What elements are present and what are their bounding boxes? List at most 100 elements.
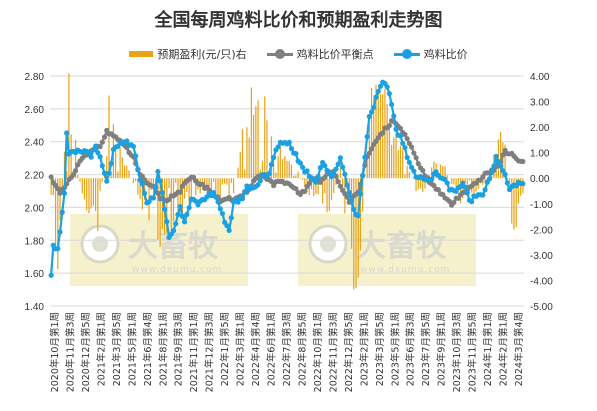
breakeven-point xyxy=(337,183,344,189)
breakeven-point xyxy=(97,144,103,150)
profit-bar xyxy=(250,87,253,179)
ratio-point xyxy=(357,191,364,197)
profit-bar xyxy=(513,178,515,230)
ratio-point xyxy=(155,168,161,175)
profit-bar xyxy=(184,178,186,199)
breakeven-point xyxy=(520,158,526,165)
right-axis-tick-label: 1.00 xyxy=(530,149,550,160)
profit-bar xyxy=(364,178,366,179)
profit-bar xyxy=(57,178,59,269)
breakeven-point xyxy=(420,167,426,174)
profit-bar xyxy=(255,106,257,179)
profit-bar xyxy=(277,156,279,179)
ratio-point xyxy=(170,228,177,234)
ratio-point xyxy=(130,143,137,150)
x-axis-tick-label: 2022年10月第1周 xyxy=(312,312,324,392)
x-axis-tick-label: 2023年2月第1周 xyxy=(358,312,370,386)
profit-bar xyxy=(459,178,462,204)
profit-bar xyxy=(373,98,375,179)
profit-bar xyxy=(333,178,335,194)
x-axis-tick-label: 2021年9月第3周 xyxy=(173,312,185,386)
x-axis-tick-label: 2024年2月第1周 xyxy=(498,312,510,386)
profit-bar xyxy=(321,178,324,204)
profit-bar xyxy=(517,178,520,204)
x-axis-tick-label: 2021年5月第1周 xyxy=(126,312,138,386)
breakeven-point xyxy=(380,130,386,136)
profit-bar xyxy=(301,178,304,180)
profit-bar xyxy=(50,178,52,195)
breakeven-point xyxy=(166,196,172,203)
x-axis-tick-label: 2022年8月第5周 xyxy=(296,312,308,386)
legend-label-profit: 预期盈利(元/只)右 xyxy=(157,48,247,61)
profit-bar xyxy=(393,137,395,179)
profit-bar xyxy=(61,178,63,189)
profit-bar xyxy=(132,178,135,184)
ratio-point xyxy=(219,210,226,217)
x-axis-tick-label: 2022年7月第3周 xyxy=(281,312,293,386)
ratio-point xyxy=(331,170,337,177)
profit-bar xyxy=(253,114,255,179)
right-axis-tick-label: -1.00 xyxy=(530,200,553,211)
x-axis-tick-label: 2022年1月第5周 xyxy=(219,312,231,386)
profit-bar xyxy=(215,178,217,201)
profit-bar xyxy=(399,145,402,179)
breakeven-point xyxy=(155,190,161,196)
profit-bar xyxy=(350,178,353,249)
x-axis-tick-label: 2022年4月第4周 xyxy=(250,312,262,386)
profit-bar xyxy=(404,174,406,179)
ratio-point xyxy=(406,159,412,166)
profit-bar xyxy=(195,178,197,196)
profit-bar xyxy=(128,170,130,179)
ratio-point xyxy=(368,109,375,115)
profit-bar xyxy=(226,178,228,185)
profit-bar xyxy=(330,178,333,201)
breakeven-point xyxy=(397,125,404,131)
profit-bar xyxy=(275,172,277,179)
breakeven-point xyxy=(386,123,392,129)
right-axis-tick-label: 0.00 xyxy=(530,174,550,185)
breakeven-point xyxy=(413,155,419,161)
ratio-point xyxy=(315,173,321,180)
ratio-point xyxy=(104,178,110,184)
ratio-point xyxy=(288,146,295,152)
profit-bar xyxy=(228,178,230,202)
profit-bar xyxy=(121,157,123,179)
right-axis-tick-label: -4.00 xyxy=(530,276,553,287)
x-axis-tick-label: 2024年1月第1周 xyxy=(482,312,494,386)
watermark-logo-icon-core xyxy=(92,236,108,252)
ratio-point xyxy=(159,190,165,196)
profit-bar xyxy=(424,178,426,189)
legend-swatch-ratio xyxy=(393,49,420,59)
ratio-point xyxy=(64,130,70,136)
ratio-point xyxy=(335,161,341,167)
profit-bar xyxy=(159,178,161,247)
breakeven-point xyxy=(402,131,408,138)
breakeven-point xyxy=(190,174,197,180)
legend-item-profit: 预期盈利(元/只)右 xyxy=(129,46,247,62)
ratio-point xyxy=(371,104,377,110)
ratio-point xyxy=(375,88,381,95)
profit-bar xyxy=(66,170,68,179)
breakeven-point xyxy=(55,186,61,192)
profit-bar xyxy=(370,87,373,179)
ratio-point xyxy=(139,181,145,187)
profit-bar xyxy=(315,178,317,194)
x-axis-tick-label: 2021年11月第1周 xyxy=(188,312,200,392)
x-axis-tick-label: 2020年10月第1周 xyxy=(49,312,61,392)
ratio-point xyxy=(313,179,319,185)
profit-bar xyxy=(464,178,466,183)
ratio-point xyxy=(486,176,493,182)
ratio-point xyxy=(55,246,61,252)
breakeven-point xyxy=(72,168,79,174)
profit-bar xyxy=(106,156,108,179)
profit-bar xyxy=(422,178,424,193)
profit-bar xyxy=(221,178,224,185)
legend-swatch-breakeven xyxy=(266,49,293,59)
profit-bar xyxy=(219,178,221,201)
ratio-point xyxy=(268,161,275,168)
profit-bar xyxy=(126,165,128,179)
profit-bar xyxy=(239,152,241,179)
breakeven-point xyxy=(306,181,312,187)
left-axis-tick-label: 2.60 xyxy=(25,105,45,116)
ratio-point xyxy=(286,139,292,145)
